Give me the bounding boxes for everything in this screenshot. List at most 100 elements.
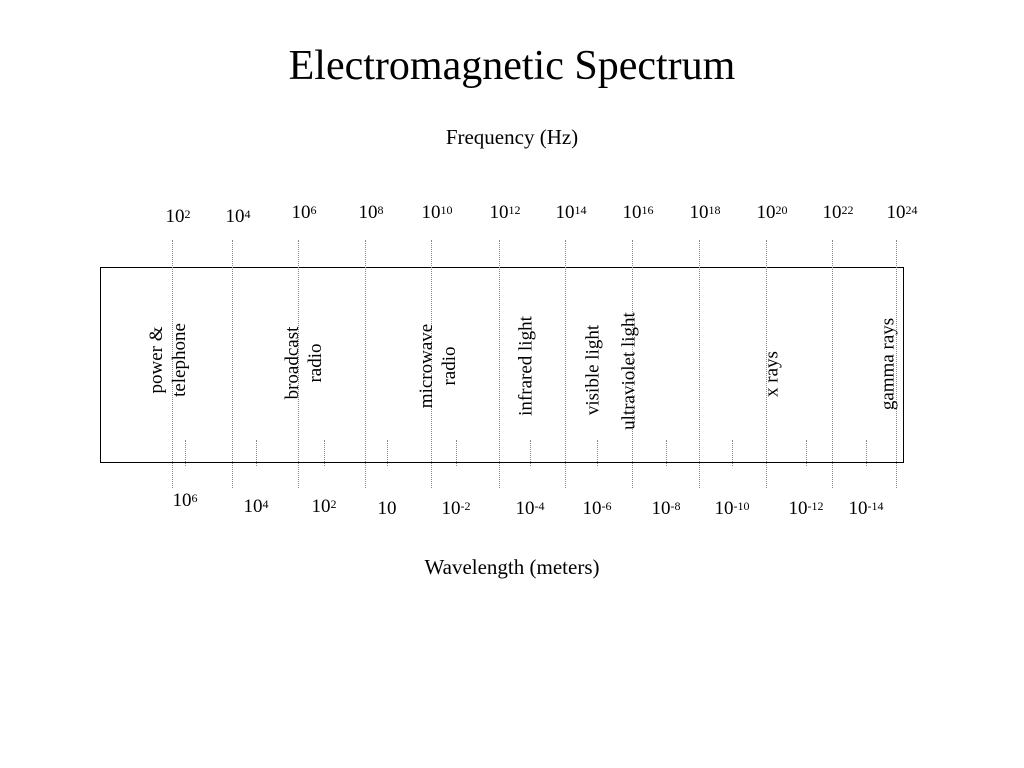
wavelength-tick-label: 102 — [312, 496, 337, 518]
frequency-guide-line — [632, 240, 633, 488]
wavelength-tick-base: 10 — [651, 498, 671, 519]
frequency-tick-base: 10 — [555, 202, 575, 223]
frequency-tick-exponent: 10 — [440, 203, 453, 217]
band-label: broadcast radio — [281, 327, 327, 400]
band-label-line: radio — [439, 346, 460, 386]
frequency-tick-base: 10 — [489, 202, 509, 223]
frequency-guide-line — [766, 240, 767, 488]
band-label: ultraviolet light — [618, 312, 641, 430]
wavelength-tick-exponent: -10 — [733, 499, 750, 513]
frequency-tick-base: 10 — [291, 202, 311, 223]
frequency-tick-base: 10 — [689, 202, 709, 223]
band-label-line: broadcast — [282, 326, 303, 400]
wavelength-guide-line — [866, 440, 867, 466]
wavelength-tick-exponent: -8 — [670, 499, 681, 513]
frequency-tick-label: 1018 — [690, 202, 721, 224]
frequency-tick-base: 10 — [886, 202, 906, 223]
frequency-tick-exponent: 4 — [244, 207, 251, 221]
wavelength-tick-base: 10 — [714, 498, 734, 519]
wavelength-guide-line — [806, 440, 807, 466]
band-label: microwave radio — [415, 324, 461, 408]
frequency-guide-line — [699, 240, 700, 488]
wavelength-guide-line — [597, 440, 598, 466]
frequency-tick-label: 1022 — [823, 202, 854, 224]
frequency-tick-exponent: 8 — [377, 203, 384, 217]
wavelength-tick-exponent: -6 — [601, 499, 612, 513]
band-label-line: telephone — [169, 323, 190, 397]
frequency-tick-exponent: 22 — [841, 203, 854, 217]
wavelength-tick-base: 10 — [377, 498, 397, 519]
wavelength-tick-label: 10-4 — [516, 498, 545, 520]
wavelength-tick-label: 10-10 — [715, 498, 750, 520]
wavelength-guide-line — [530, 440, 531, 466]
band-label: infrared light — [515, 316, 538, 416]
band-label-line: ultraviolet light — [618, 312, 640, 430]
frequency-guide-line — [232, 240, 233, 488]
frequency-tick-exponent: 14 — [574, 203, 587, 217]
wavelength-tick-exponent: 4 — [262, 497, 269, 511]
spectrum-box — [100, 267, 904, 463]
band-label-line: microwave — [416, 323, 437, 409]
frequency-guide-line — [832, 240, 833, 488]
frequency-tick-label: 1010 — [422, 202, 453, 224]
frequency-tick-exponent: 2 — [184, 207, 191, 221]
band-label: x rays — [761, 351, 784, 397]
wavelength-guide-line — [387, 440, 388, 466]
band-label: power & telephone — [145, 323, 191, 397]
wavelength-guide-line — [666, 440, 667, 466]
wavelength-tick-base: 10 — [515, 498, 535, 519]
wavelength-guide-line — [732, 440, 733, 466]
wavelength-tick-label: 10-2 — [442, 498, 471, 520]
frequency-guide-line — [565, 240, 566, 488]
frequency-tick-base: 10 — [421, 202, 441, 223]
frequency-tick-label: 1024 — [887, 202, 918, 224]
frequency-tick-label: 102 — [166, 206, 191, 228]
frequency-tick-base: 10 — [756, 202, 776, 223]
frequency-tick-exponent: 24 — [905, 203, 918, 217]
wavelength-guide-line — [256, 440, 257, 466]
wavelength-tick-label: 10-8 — [652, 498, 681, 520]
wavelength-tick-label: 106 — [173, 490, 198, 512]
frequency-axis-label: Frequency (Hz) — [445, 125, 579, 149]
band-label-line: gamma rays — [877, 317, 899, 411]
wavelength-tick-label: 10-6 — [583, 498, 612, 520]
band-label: gamma rays — [877, 318, 900, 410]
frequency-guide-line — [431, 240, 432, 488]
wavelength-tick-label: 10 — [378, 498, 397, 520]
wavelength-tick-exponent: -2 — [460, 499, 471, 513]
frequency-guide-line — [499, 240, 500, 488]
wavelength-tick-exponent: -14 — [867, 499, 884, 513]
frequency-tick-exponent: 20 — [775, 203, 788, 217]
frequency-tick-exponent: 6 — [310, 203, 317, 217]
frequency-tick-base: 10 — [622, 202, 642, 223]
wavelength-tick-base: 10 — [172, 490, 192, 511]
frequency-tick-label: 1016 — [623, 202, 654, 224]
diagram-title: Electromagnetic Spectrum — [288, 43, 736, 89]
frequency-tick-label: 1014 — [556, 202, 587, 224]
frequency-tick-label: 1012 — [490, 202, 521, 224]
frequency-tick-base: 10 — [358, 202, 378, 223]
frequency-tick-base: 10 — [225, 206, 245, 227]
wavelength-tick-label: 10-12 — [789, 498, 824, 520]
wavelength-tick-exponent: -12 — [807, 499, 824, 513]
wavelength-guide-line — [185, 440, 186, 466]
wavelength-tick-base: 10 — [788, 498, 808, 519]
band-label-line: visible light — [582, 324, 604, 416]
band-label-line: x rays — [761, 351, 783, 397]
wavelength-axis-label: Wavelength (meters) — [424, 555, 600, 579]
wavelength-tick-base: 10 — [243, 496, 263, 517]
wavelength-tick-base: 10 — [848, 498, 868, 519]
frequency-guide-line — [298, 240, 299, 488]
frequency-guide-line — [896, 240, 897, 488]
frequency-tick-label: 106 — [292, 202, 317, 224]
frequency-tick-label: 108 — [359, 202, 384, 224]
wavelength-guide-line — [456, 440, 457, 466]
wavelength-tick-base: 10 — [582, 498, 602, 519]
band-label: visible light — [582, 325, 605, 415]
frequency-tick-exponent: 16 — [641, 203, 654, 217]
wavelength-guide-line — [324, 440, 325, 466]
frequency-tick-label: 104 — [226, 206, 251, 228]
frequency-tick-base: 10 — [165, 206, 185, 227]
wavelength-tick-base: 10 — [441, 498, 461, 519]
frequency-guide-line — [365, 240, 366, 488]
